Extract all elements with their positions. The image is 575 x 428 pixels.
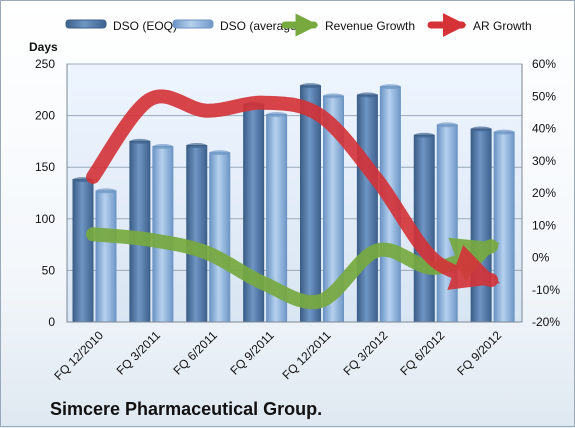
legend-dso-average-swatch xyxy=(173,20,213,28)
legend-dso-eoq-swatch xyxy=(66,20,106,28)
dso-average-bar-7-cap xyxy=(494,130,514,135)
dso-eoq-bar-7 xyxy=(471,129,491,322)
right-y-tick-0: -20% xyxy=(532,315,560,329)
dso-eoq-bar-5-cap xyxy=(357,92,377,97)
dso-average-bar-0-cap xyxy=(96,188,116,193)
right-y-tick-3: 10% xyxy=(532,218,556,232)
legend-ar-growth: AR Growth xyxy=(431,19,532,33)
legend-revenue-growth-label: Revenue Growth xyxy=(325,19,415,33)
x-tick-3: FQ 9/2011 xyxy=(227,328,277,378)
left-y-tick-1: 50 xyxy=(42,263,56,277)
left-y-tick-3: 150 xyxy=(35,160,55,174)
dso-average-bar-1-cap xyxy=(153,144,173,149)
y-axis-title: Days xyxy=(29,40,58,54)
right-y-tick-7: 50% xyxy=(532,89,556,103)
dso-eoq-bar-4-cap xyxy=(301,83,321,88)
dso-eoq-bar-7-cap xyxy=(471,127,491,132)
dso-average-bar-6 xyxy=(437,125,457,322)
legend-dso-eoq-label: DSO (EOQ) xyxy=(113,19,177,33)
x-tick-6: FQ 6/2012 xyxy=(397,328,447,378)
dso-average-bar-0 xyxy=(96,191,116,322)
right-y-tick-6: 40% xyxy=(532,122,556,136)
x-tick-4: FQ 12/2011 xyxy=(280,328,334,382)
dso-average-bar-7 xyxy=(494,132,514,322)
dso-average-bar-4-cap xyxy=(324,93,344,98)
legend: DSO (EOQ) DSO (average) Revenue Growth A… xyxy=(66,19,532,33)
right-y-tick-8: 60% xyxy=(532,57,556,71)
x-tick-7: FQ 9/2012 xyxy=(454,328,504,378)
dso-eoq-bar-2-cap xyxy=(187,143,207,148)
legend-revenue-growth: Revenue Growth xyxy=(285,19,415,33)
left-y-tick-0: 0 xyxy=(48,315,55,329)
left-y-tick-5: 250 xyxy=(35,57,55,71)
legend-dso-average: DSO (average) xyxy=(173,19,301,33)
company-title: Simcere Pharmaceutical Group. xyxy=(50,399,322,420)
dso-average-bar-5-cap xyxy=(380,84,400,89)
dso-eoq-bar-5 xyxy=(357,95,377,322)
dso-average-bar-2 xyxy=(210,153,230,322)
x-tick-5: FQ 3/2012 xyxy=(340,328,390,378)
dso-eoq-bar-0 xyxy=(73,180,93,322)
legend-dso-eoq: DSO (EOQ) xyxy=(66,19,177,33)
dso-eoq-bar-1-cap xyxy=(130,139,150,144)
dso-eoq-bar-6-cap xyxy=(414,133,434,138)
left-y-tick-4: 200 xyxy=(35,109,55,123)
right-y-tick-4: 20% xyxy=(532,186,556,200)
dso-average-bar-6-cap xyxy=(437,122,457,127)
x-tick-2: FQ 6/2011 xyxy=(170,328,220,378)
right-y-tick-1: -10% xyxy=(532,283,560,297)
dso-average-bar-3-cap xyxy=(267,112,287,117)
right-y-tick-5: 30% xyxy=(532,154,556,168)
dso-average-bar-2-cap xyxy=(210,150,230,155)
dso-eoq-bar-2 xyxy=(187,146,207,322)
x-tick-1: FQ 3/2011 xyxy=(114,328,164,378)
left-y-tick-2: 100 xyxy=(35,212,55,226)
right-y-tick-2: 0% xyxy=(532,251,550,265)
x-tick-0: FQ 12/2010 xyxy=(51,328,106,383)
legend-ar-growth-label: AR Growth xyxy=(473,19,532,33)
